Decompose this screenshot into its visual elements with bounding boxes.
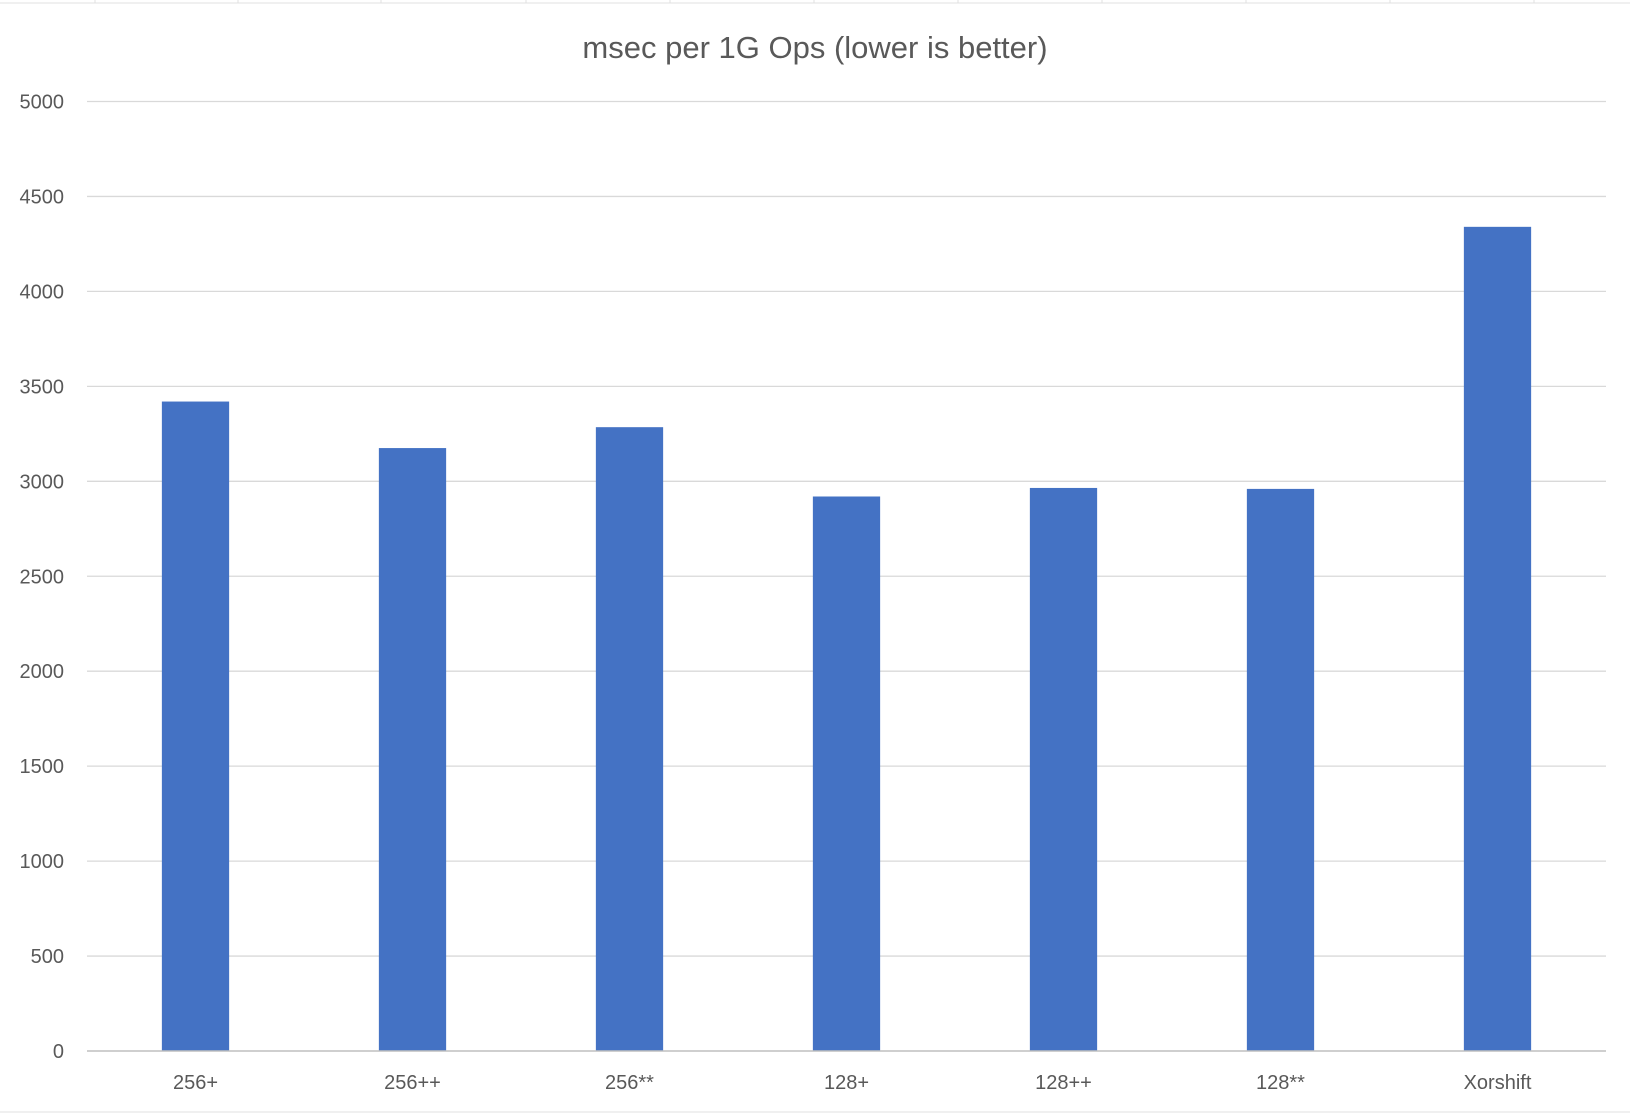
x-tick-label: 256+: [173, 1072, 218, 1094]
y-tick-label: 3500: [20, 376, 65, 398]
y-tick-label: 5000: [20, 92, 65, 114]
x-tick-label: 128++: [1035, 1072, 1092, 1094]
y-tick-label: 2000: [20, 661, 65, 683]
x-tick-label: 256++: [384, 1072, 441, 1094]
bar: [161, 401, 230, 1051]
y-tick-label: 2500: [20, 566, 65, 588]
x-tick-label: 256**: [605, 1072, 654, 1094]
y-tick-label: 0: [53, 1041, 64, 1063]
x-tick-label: 128+: [824, 1072, 869, 1094]
y-tick-label: 4500: [20, 186, 65, 208]
x-tick-labels: 256+ 256++ 256** 128+ 128++ 128** Xorshift: [173, 1072, 1532, 1094]
y-tick-label: 1000: [20, 851, 65, 873]
bar: [1029, 487, 1098, 1051]
bars: [161, 226, 1532, 1052]
bar: [378, 448, 447, 1051]
y-tick-label: 1500: [20, 756, 65, 778]
frame-top-ticks: [0, 0, 1630, 4]
bar: [1463, 226, 1532, 1052]
bar: [812, 496, 881, 1051]
y-tick-label: 3000: [20, 471, 65, 493]
chart-title: msec per 1G Ops (lower is better): [582, 30, 1047, 65]
y-tick-label: 4000: [20, 281, 65, 303]
y-tick-label: 500: [31, 946, 64, 968]
bar: [1246, 488, 1315, 1051]
bar: [595, 427, 664, 1052]
y-tick-labels: 0 500 1000 1500 2000 2500 3000 3500 4000 4500 5000: [20, 92, 65, 1064]
x-tick-label: 128**: [1256, 1072, 1305, 1094]
x-tick-label: Xorshift: [1464, 1072, 1532, 1094]
